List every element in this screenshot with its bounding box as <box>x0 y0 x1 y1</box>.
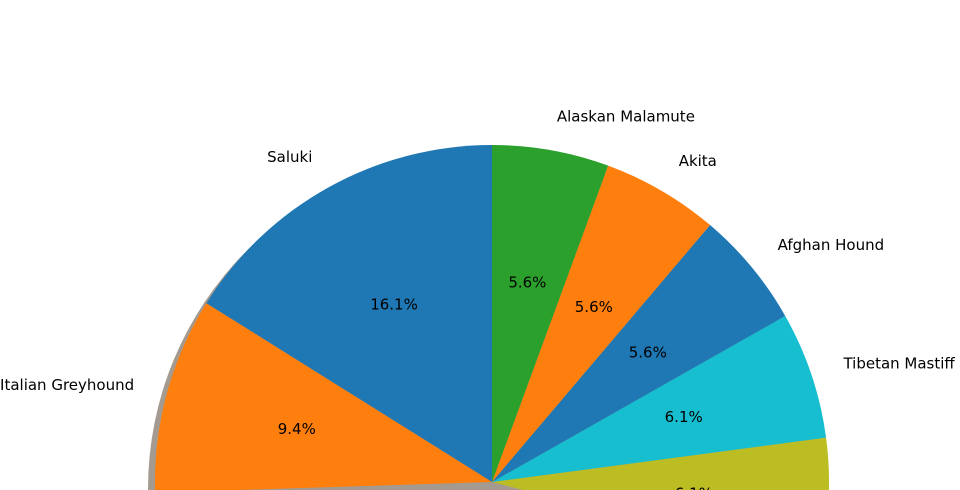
pie-slice <box>492 145 609 482</box>
slice-percent: 5.6% <box>629 344 667 362</box>
slice-label: Saluki <box>267 148 312 166</box>
pie-slice <box>492 315 827 482</box>
slice-percent: 5.6% <box>575 298 613 316</box>
slice-label: Akita <box>679 152 717 170</box>
pie-slice <box>492 165 711 483</box>
slice-percent: 6.1% <box>675 485 713 490</box>
slice-percent: 16.1% <box>370 296 418 314</box>
slice-percent: 5.6% <box>508 273 546 291</box>
slice-percent: 6.1% <box>665 408 703 426</box>
slice-label: Alaskan Malamute <box>557 108 695 126</box>
pie-slice <box>492 225 786 482</box>
pie-slice <box>206 145 493 482</box>
slice-label: Tibetan Mastiff <box>842 355 955 373</box>
pie-slice <box>155 303 492 490</box>
slice-label: Italian Greyhound <box>0 376 134 394</box>
pie-slice <box>492 437 829 490</box>
slice-label: Afghan Hound <box>778 236 885 254</box>
slice-percent: 9.4% <box>278 420 316 438</box>
